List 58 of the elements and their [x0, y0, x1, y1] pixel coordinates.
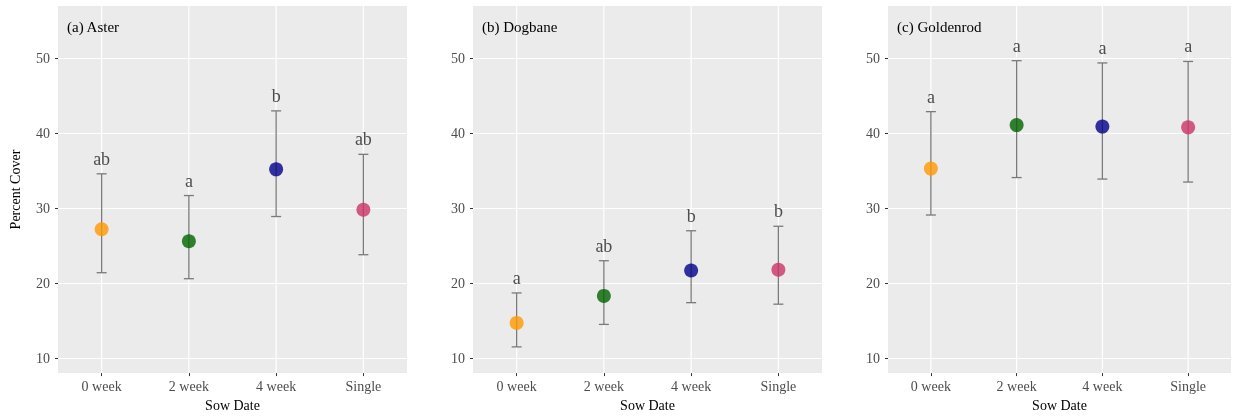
- annotation: b: [271, 85, 281, 106]
- x-tick-label: 4 week: [1082, 378, 1123, 394]
- y-axis-title: Percent Cover: [7, 149, 23, 230]
- x-axis-title: Sow Date: [205, 397, 260, 413]
- y-tick-label: 20: [36, 275, 50, 291]
- annotation: ab: [93, 148, 111, 169]
- x-tick-label: 0 week: [496, 378, 537, 394]
- y-tick-label: 50: [866, 50, 880, 66]
- x-tick-label: 2 week: [583, 378, 624, 394]
- annotation: a: [512, 267, 521, 288]
- text: (b) Dogbane: [482, 18, 558, 36]
- y-tick-label: 30: [36, 200, 50, 216]
- y-tick-label: 40: [36, 125, 50, 141]
- point: [923, 161, 938, 176]
- text: (a) Aster: [67, 18, 120, 36]
- point: [771, 262, 786, 277]
- annotation: b: [773, 201, 783, 222]
- x-tick-label: Single: [760, 378, 797, 394]
- annotation: a: [926, 86, 935, 107]
- point: [181, 234, 196, 249]
- point: [356, 202, 371, 217]
- y-tick-label: 30: [451, 200, 465, 216]
- point: [269, 162, 284, 177]
- y-tick-label: 20: [866, 275, 880, 291]
- x-tick-label: 0 week: [910, 378, 951, 394]
- y-tick-label: 40: [451, 125, 465, 141]
- x-tick-label: Single: [1170, 378, 1207, 394]
- point: [596, 288, 611, 303]
- point: [1095, 119, 1110, 134]
- annotation: b: [686, 205, 696, 226]
- y-tick-label: 10: [866, 350, 880, 366]
- x-tick-label: Single: [345, 378, 382, 394]
- y-tick-label: 50: [451, 50, 465, 66]
- y-tick-label: 50: [36, 50, 50, 66]
- annotation: ab: [595, 235, 613, 256]
- point: [1181, 120, 1196, 135]
- point: [1009, 118, 1024, 133]
- x-tick-label: 4 week: [671, 378, 712, 394]
- y-tick-label: 40: [866, 125, 880, 141]
- y-tick-label: 30: [866, 200, 880, 216]
- point: [509, 315, 524, 330]
- x-tick-label: 4 week: [256, 378, 297, 394]
- y-tick-label: 10: [451, 350, 465, 366]
- y-tick-label: 20: [451, 275, 465, 291]
- x-axis-title: Sow Date: [620, 397, 675, 413]
- point: [684, 263, 699, 278]
- x-axis-title: Sow Date: [1032, 397, 1087, 413]
- annotation: a: [1184, 36, 1193, 57]
- annotation: a: [1098, 37, 1107, 58]
- point: [94, 222, 109, 237]
- x-tick-label: 2 week: [168, 378, 209, 394]
- annotation: a: [1012, 35, 1021, 56]
- text: (c) Goldenrod: [897, 18, 983, 36]
- annotation: ab: [354, 129, 372, 150]
- y-tick-label: 10: [36, 350, 50, 366]
- x-tick-label: 0 week: [81, 378, 122, 394]
- annotation: a: [184, 170, 193, 191]
- x-tick-label: 2 week: [996, 378, 1037, 394]
